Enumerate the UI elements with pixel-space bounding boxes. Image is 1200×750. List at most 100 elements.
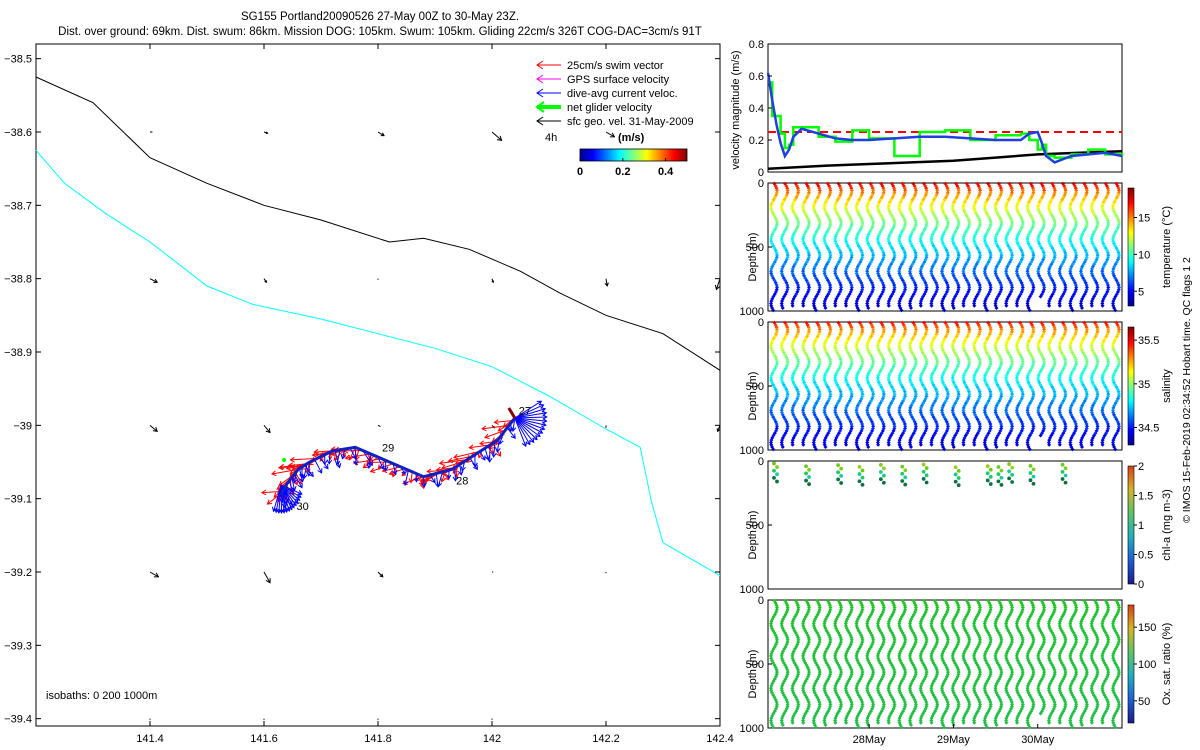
profile-point: [860, 605, 865, 610]
dac-vector-head: [434, 482, 441, 488]
chl-point: [1063, 466, 1068, 471]
profile-point: [993, 301, 998, 306]
profile-point: [899, 725, 904, 730]
dac-vector: [514, 417, 527, 447]
profile-point: [849, 605, 854, 610]
chl-point: [988, 474, 993, 479]
velocity-y-tick-label: 0: [758, 167, 764, 179]
dac-vector: [404, 470, 409, 486]
legend-dac-arrowhead: [536, 88, 544, 98]
profile-point: [924, 220, 929, 225]
profile-point: [897, 269, 902, 274]
profile-point: [833, 653, 838, 658]
swim-vector-head: [493, 419, 499, 425]
profile-point: [1010, 424, 1015, 429]
dac-vector: [308, 461, 311, 476]
chl-point: [772, 475, 776, 480]
dac-vector: [459, 464, 462, 475]
chl-point: [1007, 469, 1012, 474]
dac-vector-head: [340, 454, 347, 460]
profile-point: [892, 359, 897, 364]
swim-vector-head: [489, 449, 494, 455]
profile-point: [972, 442, 977, 447]
profile-point: [1106, 327, 1111, 332]
profile-point: [1004, 204, 1009, 209]
profile-point: [1031, 327, 1036, 332]
profile-point: [1063, 359, 1068, 364]
profile-point: [988, 188, 993, 193]
profile-point: [828, 188, 833, 193]
profile-point: [790, 204, 795, 209]
profile-point: [982, 236, 987, 241]
colorbar-tick-label: 0.5: [1138, 550, 1153, 562]
profile-point: [785, 359, 790, 364]
profile-point: [774, 637, 779, 642]
profile-point: [833, 375, 838, 380]
colorbar-tick-label: 0: [1138, 579, 1144, 591]
profile-point: [1095, 188, 1100, 193]
profile-point: [961, 303, 966, 308]
map-x-tick-label: 142.2: [592, 733, 620, 745]
dac-vector-head: [536, 400, 543, 406]
profile-point: [875, 236, 880, 241]
profile-point: [1116, 359, 1121, 364]
profile-point: [967, 424, 972, 429]
section-ylabel: Depth (m): [747, 372, 759, 421]
dac-vector: [479, 451, 486, 461]
dac-vector-head: [430, 478, 436, 484]
profile-point: [1004, 343, 1009, 348]
profile-point: [1004, 375, 1009, 380]
dac-vector: [303, 463, 308, 479]
dac-vector-head: [391, 469, 398, 476]
profile-point: [801, 269, 806, 274]
profile-point: [881, 424, 886, 429]
geo-velocity-arrow-head: [604, 282, 609, 287]
profile-point: [903, 702, 908, 707]
profile-point: [1052, 220, 1057, 225]
profile-point: [999, 188, 1004, 193]
profile-point: [796, 327, 801, 332]
profile-point: [1063, 220, 1068, 225]
profile-point: [897, 653, 902, 658]
profile-point: [1025, 204, 1030, 209]
profile-point: [929, 375, 934, 380]
chl-point: [985, 471, 990, 476]
geo-velocity-arrow-head: [609, 132, 616, 138]
profile-point: [1079, 306, 1084, 311]
dac-vector-head: [491, 452, 497, 458]
profile-point: [796, 670, 801, 675]
profile-point: [913, 605, 918, 610]
profile-point: [839, 637, 844, 642]
profile-point: [769, 375, 774, 380]
section-colorbar-label: chl-a (mg m-3): [1161, 489, 1173, 561]
chl-point: [1063, 480, 1068, 485]
chl-point: [807, 482, 811, 487]
profile-point: [1014, 204, 1019, 209]
profile-point: [892, 253, 897, 258]
profile-point: [1106, 253, 1111, 258]
profile-point: [1106, 359, 1111, 364]
profile-point: [1004, 236, 1009, 241]
profile-point: [779, 343, 784, 348]
profile-point: [961, 440, 966, 445]
profile-point: [822, 440, 827, 445]
profile-point: [982, 375, 987, 380]
dac-vector-head: [480, 455, 486, 461]
profile-point: [1027, 308, 1032, 313]
profile-point: [779, 686, 784, 691]
profile-point: [1079, 445, 1084, 450]
profile-point: [769, 343, 774, 348]
profile-point: [796, 605, 801, 610]
profile-point: [1063, 392, 1068, 397]
profile-point: [801, 686, 806, 691]
chl-point: [860, 468, 865, 473]
profile-point: [903, 220, 908, 225]
profile-point: [935, 220, 940, 225]
profile-point: [1004, 440, 1009, 445]
profile-point: [807, 424, 812, 429]
profile-point: [779, 408, 784, 413]
profile-point: [967, 220, 972, 225]
dac-vector-head: [542, 414, 548, 420]
swim-vector: [410, 471, 413, 483]
chl-point: [775, 465, 779, 470]
